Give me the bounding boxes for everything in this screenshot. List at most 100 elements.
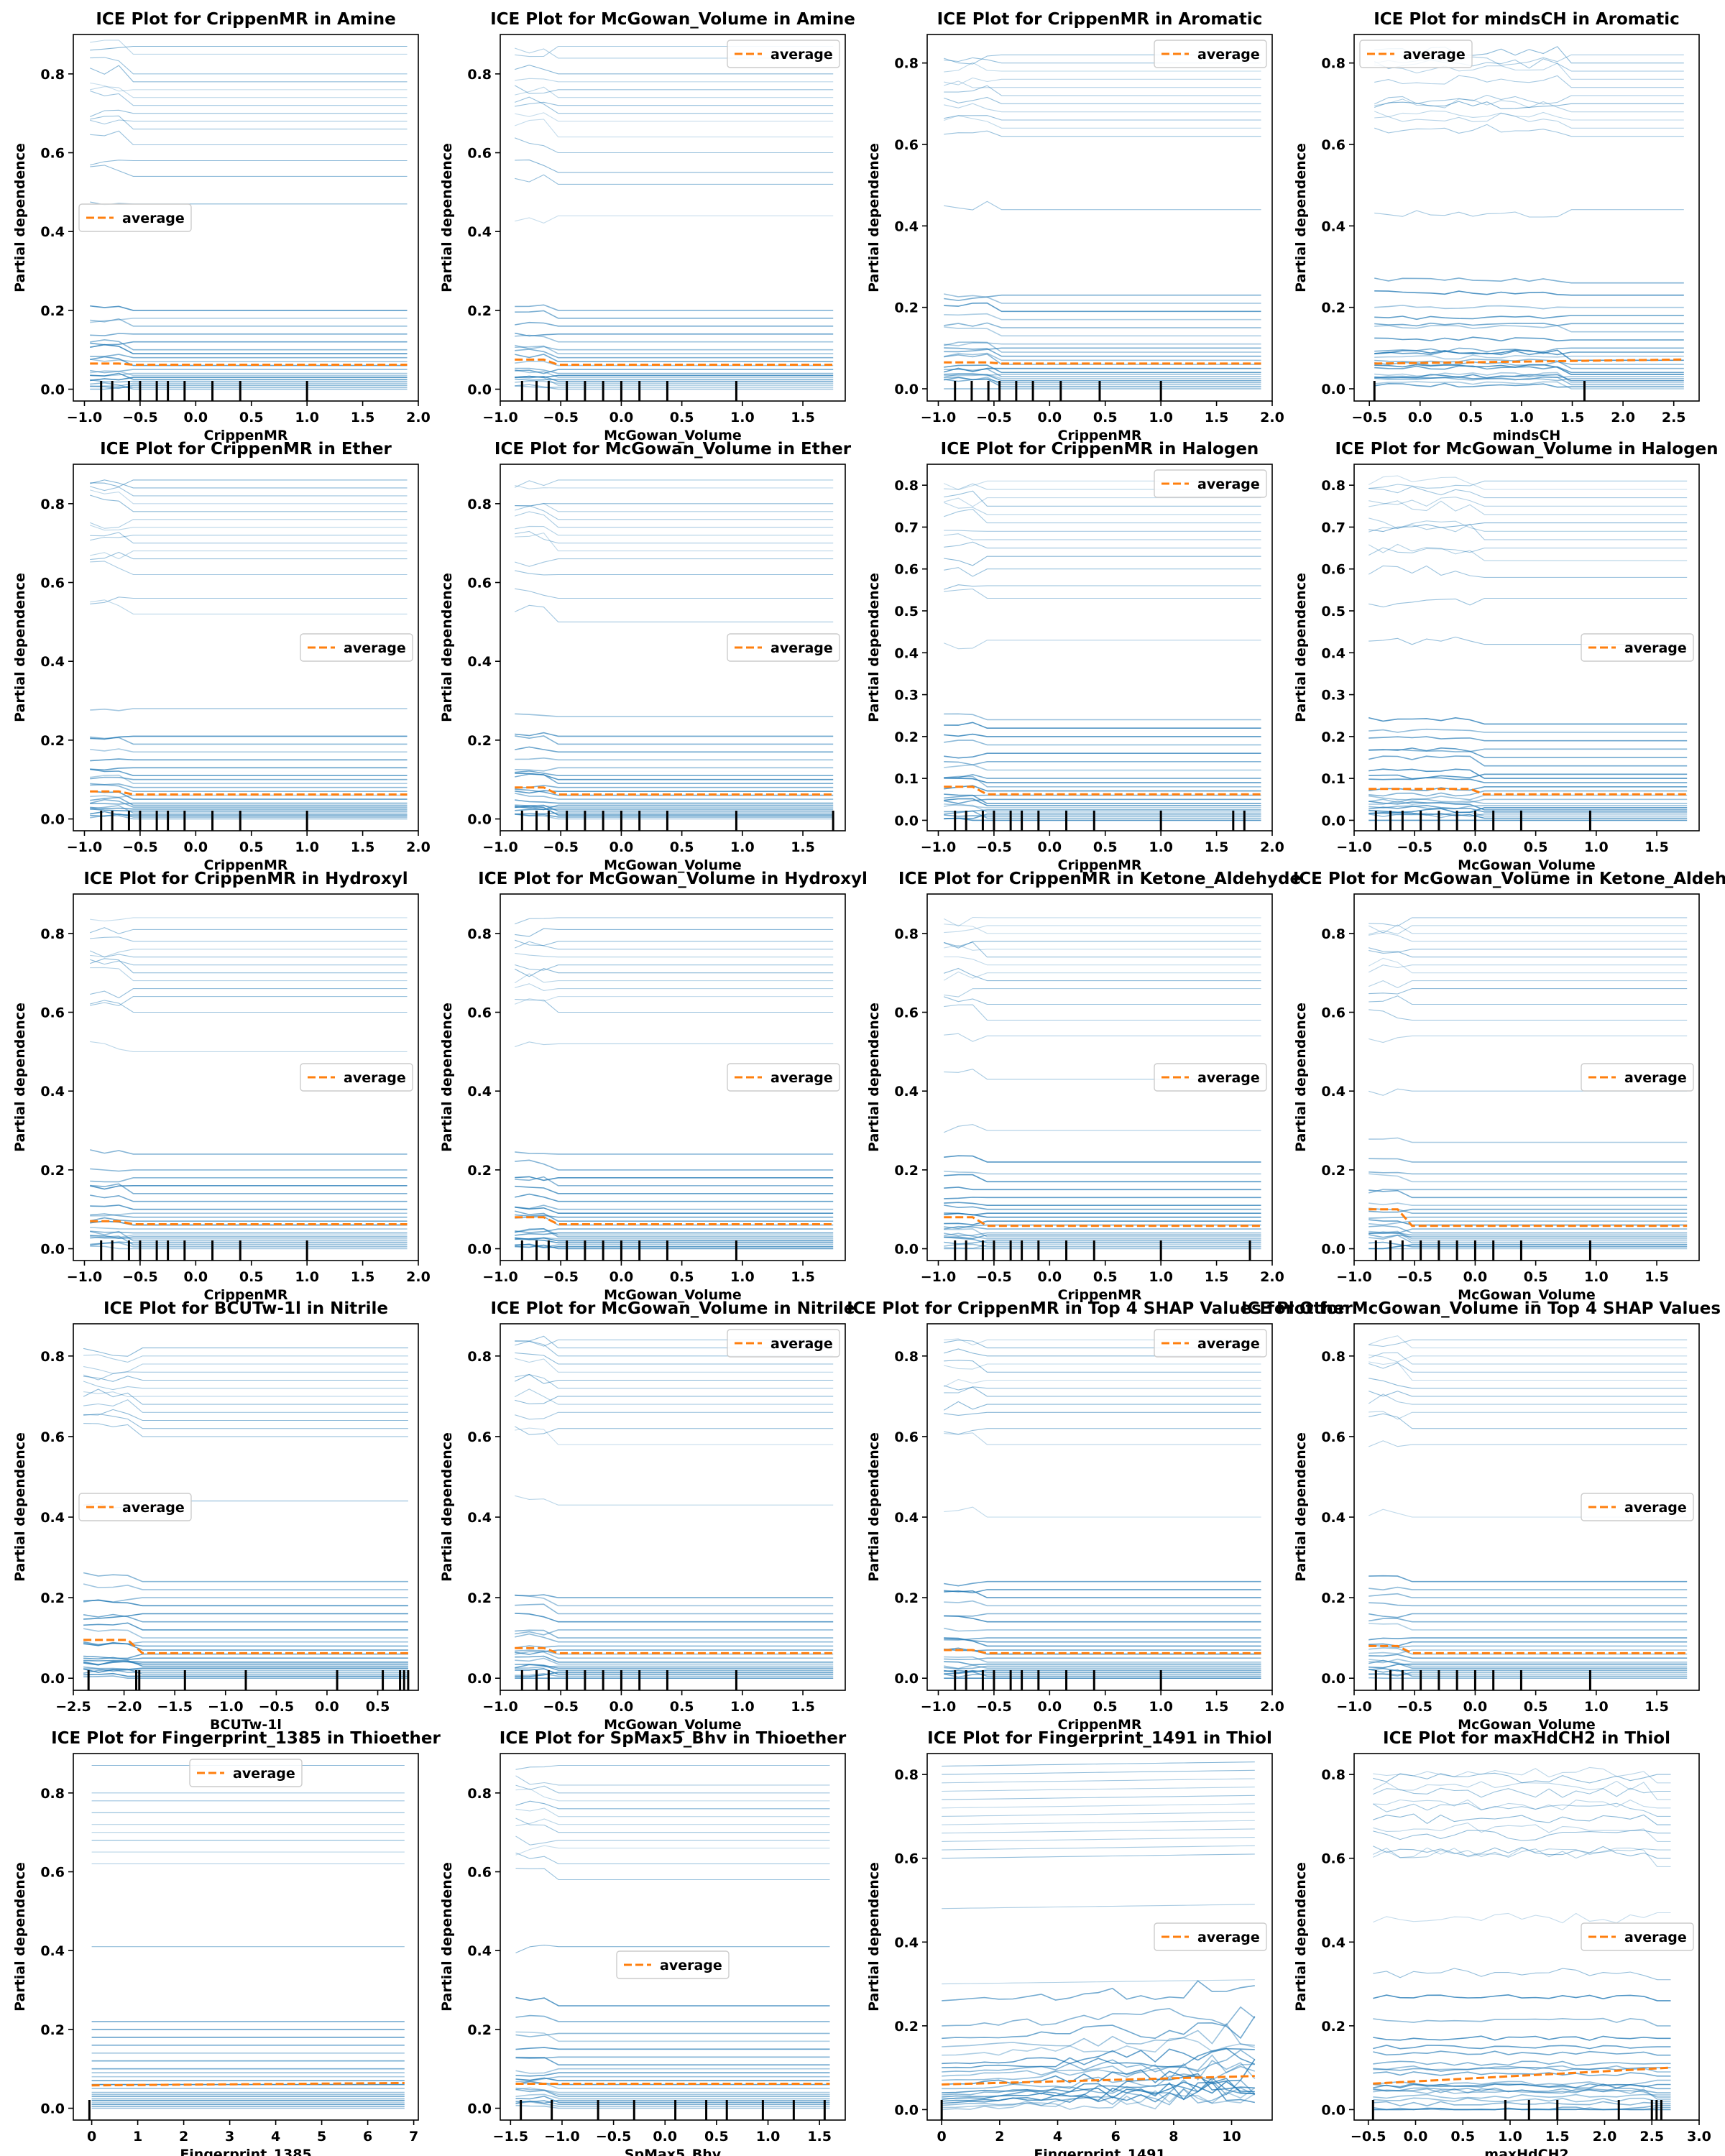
ice-line bbox=[1368, 543, 1688, 561]
ice-line bbox=[944, 1244, 1261, 1249]
plot-frame bbox=[1353, 1323, 1700, 1691]
x-axis-label: CrippenMR bbox=[204, 857, 288, 873]
ice-line bbox=[944, 541, 1261, 549]
ice-line bbox=[515, 1210, 834, 1222]
ice-line bbox=[515, 385, 834, 389]
x-tick-label: 0.5 bbox=[670, 1699, 694, 1715]
ice-line bbox=[515, 2088, 830, 2097]
ice-line bbox=[90, 165, 408, 177]
y-tick-label: 0.0 bbox=[1321, 2102, 1346, 2118]
ice-line bbox=[1368, 1228, 1688, 1235]
legend: average bbox=[300, 633, 413, 662]
ice-line bbox=[90, 1217, 408, 1222]
ice-line bbox=[1374, 315, 1684, 321]
ice-line bbox=[944, 713, 1261, 721]
ice-line bbox=[944, 302, 1261, 313]
ice-line bbox=[90, 784, 408, 792]
x-tick-label: 0.5 bbox=[366, 1699, 390, 1715]
y-tick-label: 0.2 bbox=[894, 300, 919, 316]
ice-lines bbox=[943, 916, 1261, 1250]
ice-line bbox=[90, 1185, 408, 1190]
ice-line bbox=[1368, 1158, 1688, 1163]
ice-line bbox=[944, 1411, 1261, 1416]
x-tick-label: 6 bbox=[1111, 2129, 1121, 2145]
ice-line bbox=[90, 344, 408, 355]
ice-line bbox=[944, 115, 1261, 121]
ice-line bbox=[1374, 101, 1684, 109]
ice-line bbox=[515, 1649, 834, 1655]
y-tick-label: 0.6 bbox=[1321, 1851, 1346, 1867]
y-tick-label: 0.2 bbox=[467, 1590, 492, 1606]
ice-line bbox=[90, 798, 408, 808]
x-tick-label: −2.0 bbox=[106, 1699, 142, 1715]
x-tick-label: 0.0 bbox=[610, 839, 634, 855]
y-tick-label: 0.4 bbox=[467, 654, 492, 670]
panel-title: ICE Plot for CrippenMR in Ether bbox=[100, 440, 392, 459]
ice-line bbox=[515, 378, 834, 381]
ice-line bbox=[944, 313, 1261, 321]
ice-lines bbox=[943, 54, 1261, 390]
ice-line bbox=[1373, 2101, 1671, 2107]
x-tick-label: 1.0 bbox=[1149, 1269, 1173, 1285]
ice-lines bbox=[515, 1764, 830, 2109]
legend-label: average bbox=[1624, 640, 1687, 656]
ice-line bbox=[515, 964, 834, 971]
x-tick-label: −0.5 bbox=[1397, 1269, 1432, 1285]
ice-line bbox=[944, 1212, 1261, 1218]
y-tick-label: 0.0 bbox=[894, 1242, 919, 1258]
ice-line bbox=[90, 1149, 408, 1155]
y-tick-label: 0.0 bbox=[40, 2101, 65, 2117]
ice-line bbox=[1374, 322, 1684, 327]
ice-line bbox=[1368, 1649, 1688, 1654]
ice-line bbox=[90, 40, 408, 55]
legend: average bbox=[189, 1759, 303, 1787]
y-axis-label: Partial dependence bbox=[866, 1862, 882, 2012]
ice-line bbox=[942, 2047, 1256, 2068]
y-axis-label: Partial dependence bbox=[12, 1003, 28, 1152]
panel-title: ICE Plot for Fingerprint_1491 in Thiol bbox=[927, 1729, 1272, 1748]
ice-line bbox=[943, 367, 1261, 373]
x-tick-label: 1.5 bbox=[1205, 1699, 1229, 1715]
ice-line bbox=[83, 1388, 408, 1405]
ice-line bbox=[515, 1807, 830, 1818]
x-tick-label: −1.0 bbox=[208, 1699, 244, 1715]
legend-box bbox=[300, 1063, 413, 1092]
y-tick-label: 0.0 bbox=[467, 1671, 492, 1687]
y-axis-label: Partial dependence bbox=[439, 1003, 455, 1152]
legend-box bbox=[727, 1329, 840, 1358]
ice-panel-19: 0 2 4 6 8 10 0.0 0.2 0.4 0.6 0.8 Fingerprint_1491 Pa… bbox=[866, 1729, 1273, 2156]
ice-line bbox=[90, 796, 408, 806]
ice-line bbox=[515, 917, 834, 925]
panel-title: ICE Plot for BCUTw-1l in Nitrile bbox=[104, 1299, 388, 1318]
ice-lines bbox=[514, 479, 834, 820]
ice-line bbox=[944, 1033, 1261, 1042]
ice-line bbox=[515, 215, 834, 224]
x-tick-label: 0.0 bbox=[1037, 410, 1062, 425]
ice-line bbox=[944, 1363, 1261, 1370]
ice-line bbox=[515, 1176, 834, 1181]
ice-line bbox=[1373, 1847, 1671, 1867]
ice-line bbox=[515, 952, 834, 958]
ice-line bbox=[515, 2047, 830, 2050]
ice-line bbox=[1368, 1202, 1688, 1206]
y-axis-label: Partial dependence bbox=[1293, 143, 1309, 292]
ice-line bbox=[83, 1659, 408, 1667]
ice-line bbox=[515, 1232, 834, 1236]
ice-panel-15: −1.0 −0.5 0.0 0.5 1.0 1.5 2.0 0.0 0.2 0.4 0.6 0.8 Cr… bbox=[847, 1299, 1353, 1733]
legend-box bbox=[1154, 1922, 1267, 1951]
ice-line bbox=[944, 1657, 1261, 1661]
ice-line bbox=[944, 1220, 1261, 1225]
ice-line bbox=[515, 2101, 830, 2107]
ice-line bbox=[1368, 805, 1688, 810]
legend-box bbox=[78, 203, 192, 232]
ice-line bbox=[1373, 1912, 1671, 1924]
y-tick-label: 0.6 bbox=[894, 562, 919, 578]
average-line bbox=[944, 786, 1261, 796]
ice-line bbox=[515, 790, 834, 794]
ice-lines bbox=[89, 479, 408, 820]
ice-line bbox=[515, 160, 834, 173]
x-tick-label: −0.5 bbox=[122, 410, 158, 425]
x-axis-label: CrippenMR bbox=[1058, 857, 1142, 873]
ice-line bbox=[944, 798, 1261, 806]
y-tick-label: 0.4 bbox=[40, 654, 65, 670]
